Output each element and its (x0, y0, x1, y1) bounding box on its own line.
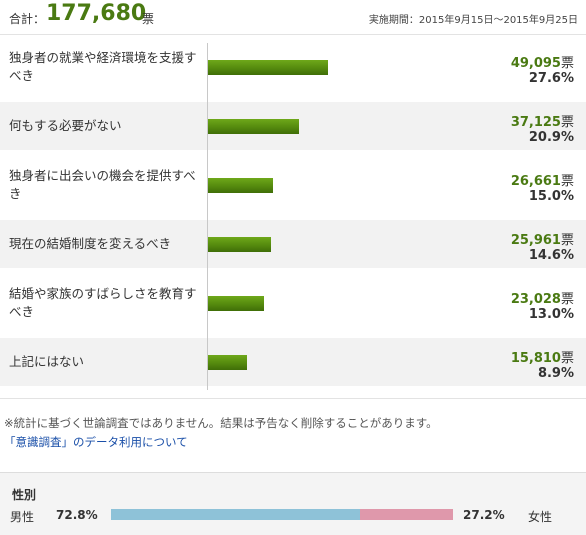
gender-breakdown: 性別 男性 72.8% 27.2% 女性 (0, 472, 586, 535)
bar (208, 178, 273, 193)
percent-label: 15.0% (528, 189, 574, 204)
vote-value: 49,095 (510, 56, 561, 71)
gender-ratio-bar (111, 509, 453, 520)
vote-unit: 票 (560, 292, 574, 307)
category-label: 独身者に出会いの機会を提供すべき (9, 168, 196, 201)
vote-value: 26,661 (510, 174, 561, 189)
divider (0, 34, 586, 35)
vote-unit: 票 (560, 115, 574, 130)
gender-title: 性別 (12, 488, 37, 502)
chart-row: 独身者に出会いの機会を提供すべき 26,661票 15.0% (0, 161, 586, 209)
percent-label: 13.0% (528, 307, 574, 322)
category-label: 結婚や家族のすばらしさを教育すべき (9, 286, 197, 319)
female-percent: 27.2% (463, 508, 505, 522)
vote-count: 37,125票 (511, 111, 574, 130)
female-label: 女性 (528, 510, 553, 524)
bar (208, 60, 328, 75)
female-ratio-fill (360, 509, 453, 520)
vote-value: 25,961 (510, 233, 561, 248)
vote-count: 25,961票 (511, 229, 574, 248)
percent-label: 27.6% (528, 71, 574, 86)
vote-count: 26,661票 (511, 170, 574, 189)
category-label: 何もする必要がない (9, 118, 122, 133)
vote-value: 37,125 (510, 115, 561, 130)
male-ratio-fill (111, 509, 360, 520)
chart-row: 独身者の就業や経済環境を支援すべき 49,095票 27.6% (0, 43, 586, 91)
vote-unit: 票 (560, 174, 574, 189)
vote-unit: 票 (560, 56, 574, 71)
category-label: 上記にはない (9, 354, 85, 369)
percent-label: 20.9% (528, 130, 574, 145)
vote-count: 23,028票 (511, 288, 574, 307)
bar (208, 237, 271, 252)
chart-axis (207, 43, 208, 390)
vote-unit: 票 (560, 351, 574, 366)
chart-row: 何もする必要がない 37,125票 20.9% (0, 102, 586, 150)
summary-header: 合計： 177,680 票 実施期間：2015年9月15日～2015年9月25日 (0, 0, 586, 34)
chart-row: 現在の結婚制度を変えるべき 25,961票 14.6% (0, 220, 586, 268)
category-label: 独身者の就業や経済環境を支援すべき (9, 50, 197, 83)
bar (208, 296, 264, 311)
chart-row: 結婚や家族のすばらしさを教育すべき 23,028票 13.0% (0, 279, 586, 327)
results-bar-chart: 独身者の就業や経済環境を支援すべき 49,095票 27.6% 何もする必要がない 37… (0, 43, 586, 390)
disclaimer-note: ※統計に基づく世論調査ではありません。結果は予告なく削除することがあります。 (4, 416, 438, 430)
data-usage-link[interactable]: 「意識調査」のデータ利用について (4, 435, 188, 449)
male-label: 男性 (10, 510, 35, 524)
divider (0, 398, 586, 399)
total-votes: 177,680 (46, 1, 147, 26)
total-label: 合計： (9, 12, 46, 26)
survey-period: 実施期間：2015年9月15日～2015年9月25日 (368, 15, 578, 26)
total-unit: 票 (142, 12, 155, 26)
vote-value: 15,810 (510, 351, 561, 366)
vote-count: 15,810票 (511, 347, 574, 366)
bar (208, 119, 299, 134)
percent-label: 8.9% (537, 366, 574, 381)
chart-row: 上記にはない 15,810票 8.9% (0, 338, 586, 386)
category-label: 現在の結婚制度を変えるべき (9, 236, 172, 251)
vote-unit: 票 (560, 233, 574, 248)
bar (208, 355, 247, 370)
vote-count: 49,095票 (511, 52, 574, 71)
percent-label: 14.6% (528, 248, 574, 263)
male-percent: 72.8% (56, 508, 98, 522)
vote-value: 23,028 (510, 292, 561, 307)
